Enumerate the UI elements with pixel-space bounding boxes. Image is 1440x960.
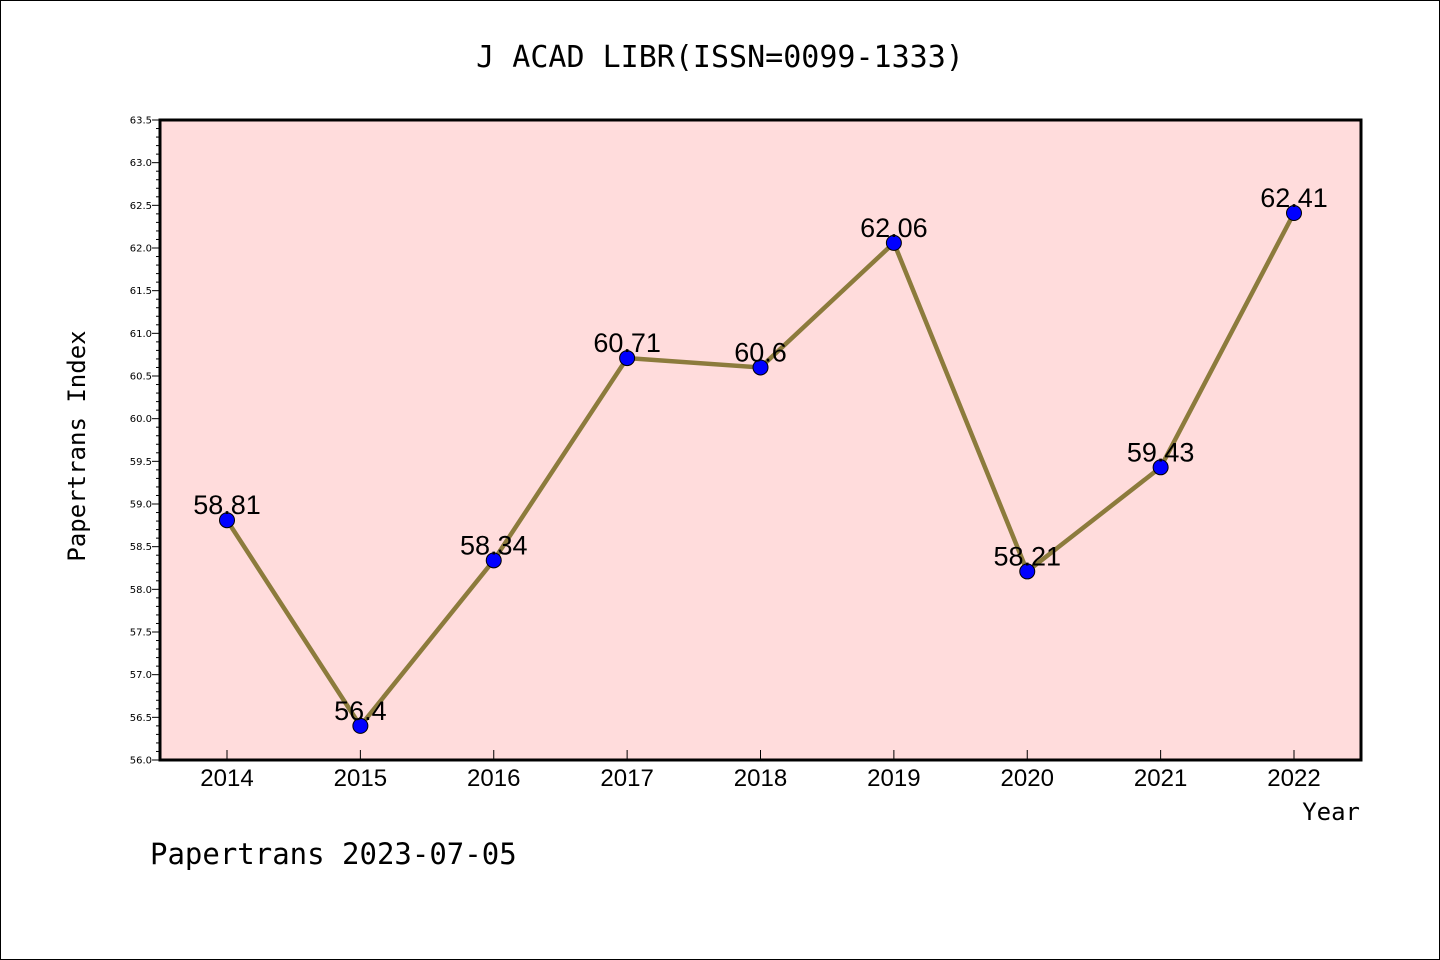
data-label: 58.81 — [193, 490, 261, 520]
data-label: 58.21 — [993, 541, 1061, 571]
y-tick-label: 58.5 — [130, 542, 152, 553]
data-label: 60.6 — [734, 337, 787, 367]
y-tick-label: 60.0 — [130, 414, 152, 425]
data-point — [1152, 459, 1169, 476]
y-tick-label: 57.5 — [130, 628, 152, 639]
data-point — [219, 512, 235, 529]
data-label: 59.43 — [1127, 437, 1195, 467]
y-axis: 56.0 56.5 57.0 57.5 58.0 58.5 59.0 59.5 60.0 60.5… — [130, 116, 160, 767]
y-tick-label: 59.5 — [130, 457, 152, 468]
y-tick-label: 56.0 — [130, 756, 152, 767]
y-tick-label: 56.5 — [130, 713, 152, 724]
data-point — [1286, 205, 1302, 222]
x-axis: 2014 2015 2016 2017 2018 2019 2020 2021 2022 — [200, 750, 1321, 792]
series-layer — [219, 205, 1302, 734]
y-tick-label: 57.0 — [130, 670, 152, 681]
x-tick-label: 2018 — [734, 765, 787, 792]
data-label: 56.4 — [334, 696, 387, 726]
x-tick-label: 2014 — [200, 765, 253, 792]
y-tick-label: 60.5 — [130, 372, 152, 383]
y-tick-label: 62.0 — [130, 244, 152, 255]
y-tick-label: 61.5 — [130, 286, 152, 297]
x-tick-label: 2019 — [867, 765, 920, 792]
plot-area — [158, 118, 1363, 762]
y-tick-label: 62.5 — [130, 201, 152, 212]
data-point — [885, 234, 902, 251]
data-label: 60.71 — [593, 328, 661, 358]
data-point — [619, 350, 636, 367]
x-tick-label: 2015 — [334, 765, 387, 792]
data-label: 58.34 — [460, 530, 528, 560]
x-tick-label: 2022 — [1267, 765, 1320, 792]
x-tick-label: 2020 — [1001, 765, 1054, 792]
x-tick-label: 2016 — [467, 765, 520, 792]
y-tick-label: 63.5 — [130, 116, 152, 127]
data-label: 62.41 — [1260, 183, 1328, 213]
footer-date: Papertrans 2023-07-05 — [150, 837, 517, 871]
y-tick-label: 58.0 — [130, 585, 152, 596]
data-label: 62.06 — [860, 213, 928, 243]
y-tick-label: 63.0 — [130, 158, 152, 169]
y-axis-label: Papertrans Index — [63, 330, 91, 561]
data-point — [752, 359, 769, 376]
data-point — [352, 717, 369, 734]
x-axis-label: Year — [1302, 798, 1360, 826]
x-tick-label: 2017 — [600, 765, 653, 792]
chart-title: J ACAD LIBR(ISSN=0099-1333) — [476, 40, 964, 75]
data-point — [485, 552, 502, 569]
y-tick-label: 59.0 — [130, 500, 152, 511]
y-tick-label: 61.0 — [130, 329, 152, 340]
data-label-layer: 58.81 56.4 58.34 60.71 60.6 62.06 58.21 59.43 62… — [193, 183, 1328, 726]
x-tick-label: 2021 — [1134, 765, 1187, 792]
data-point — [1019, 563, 1036, 580]
